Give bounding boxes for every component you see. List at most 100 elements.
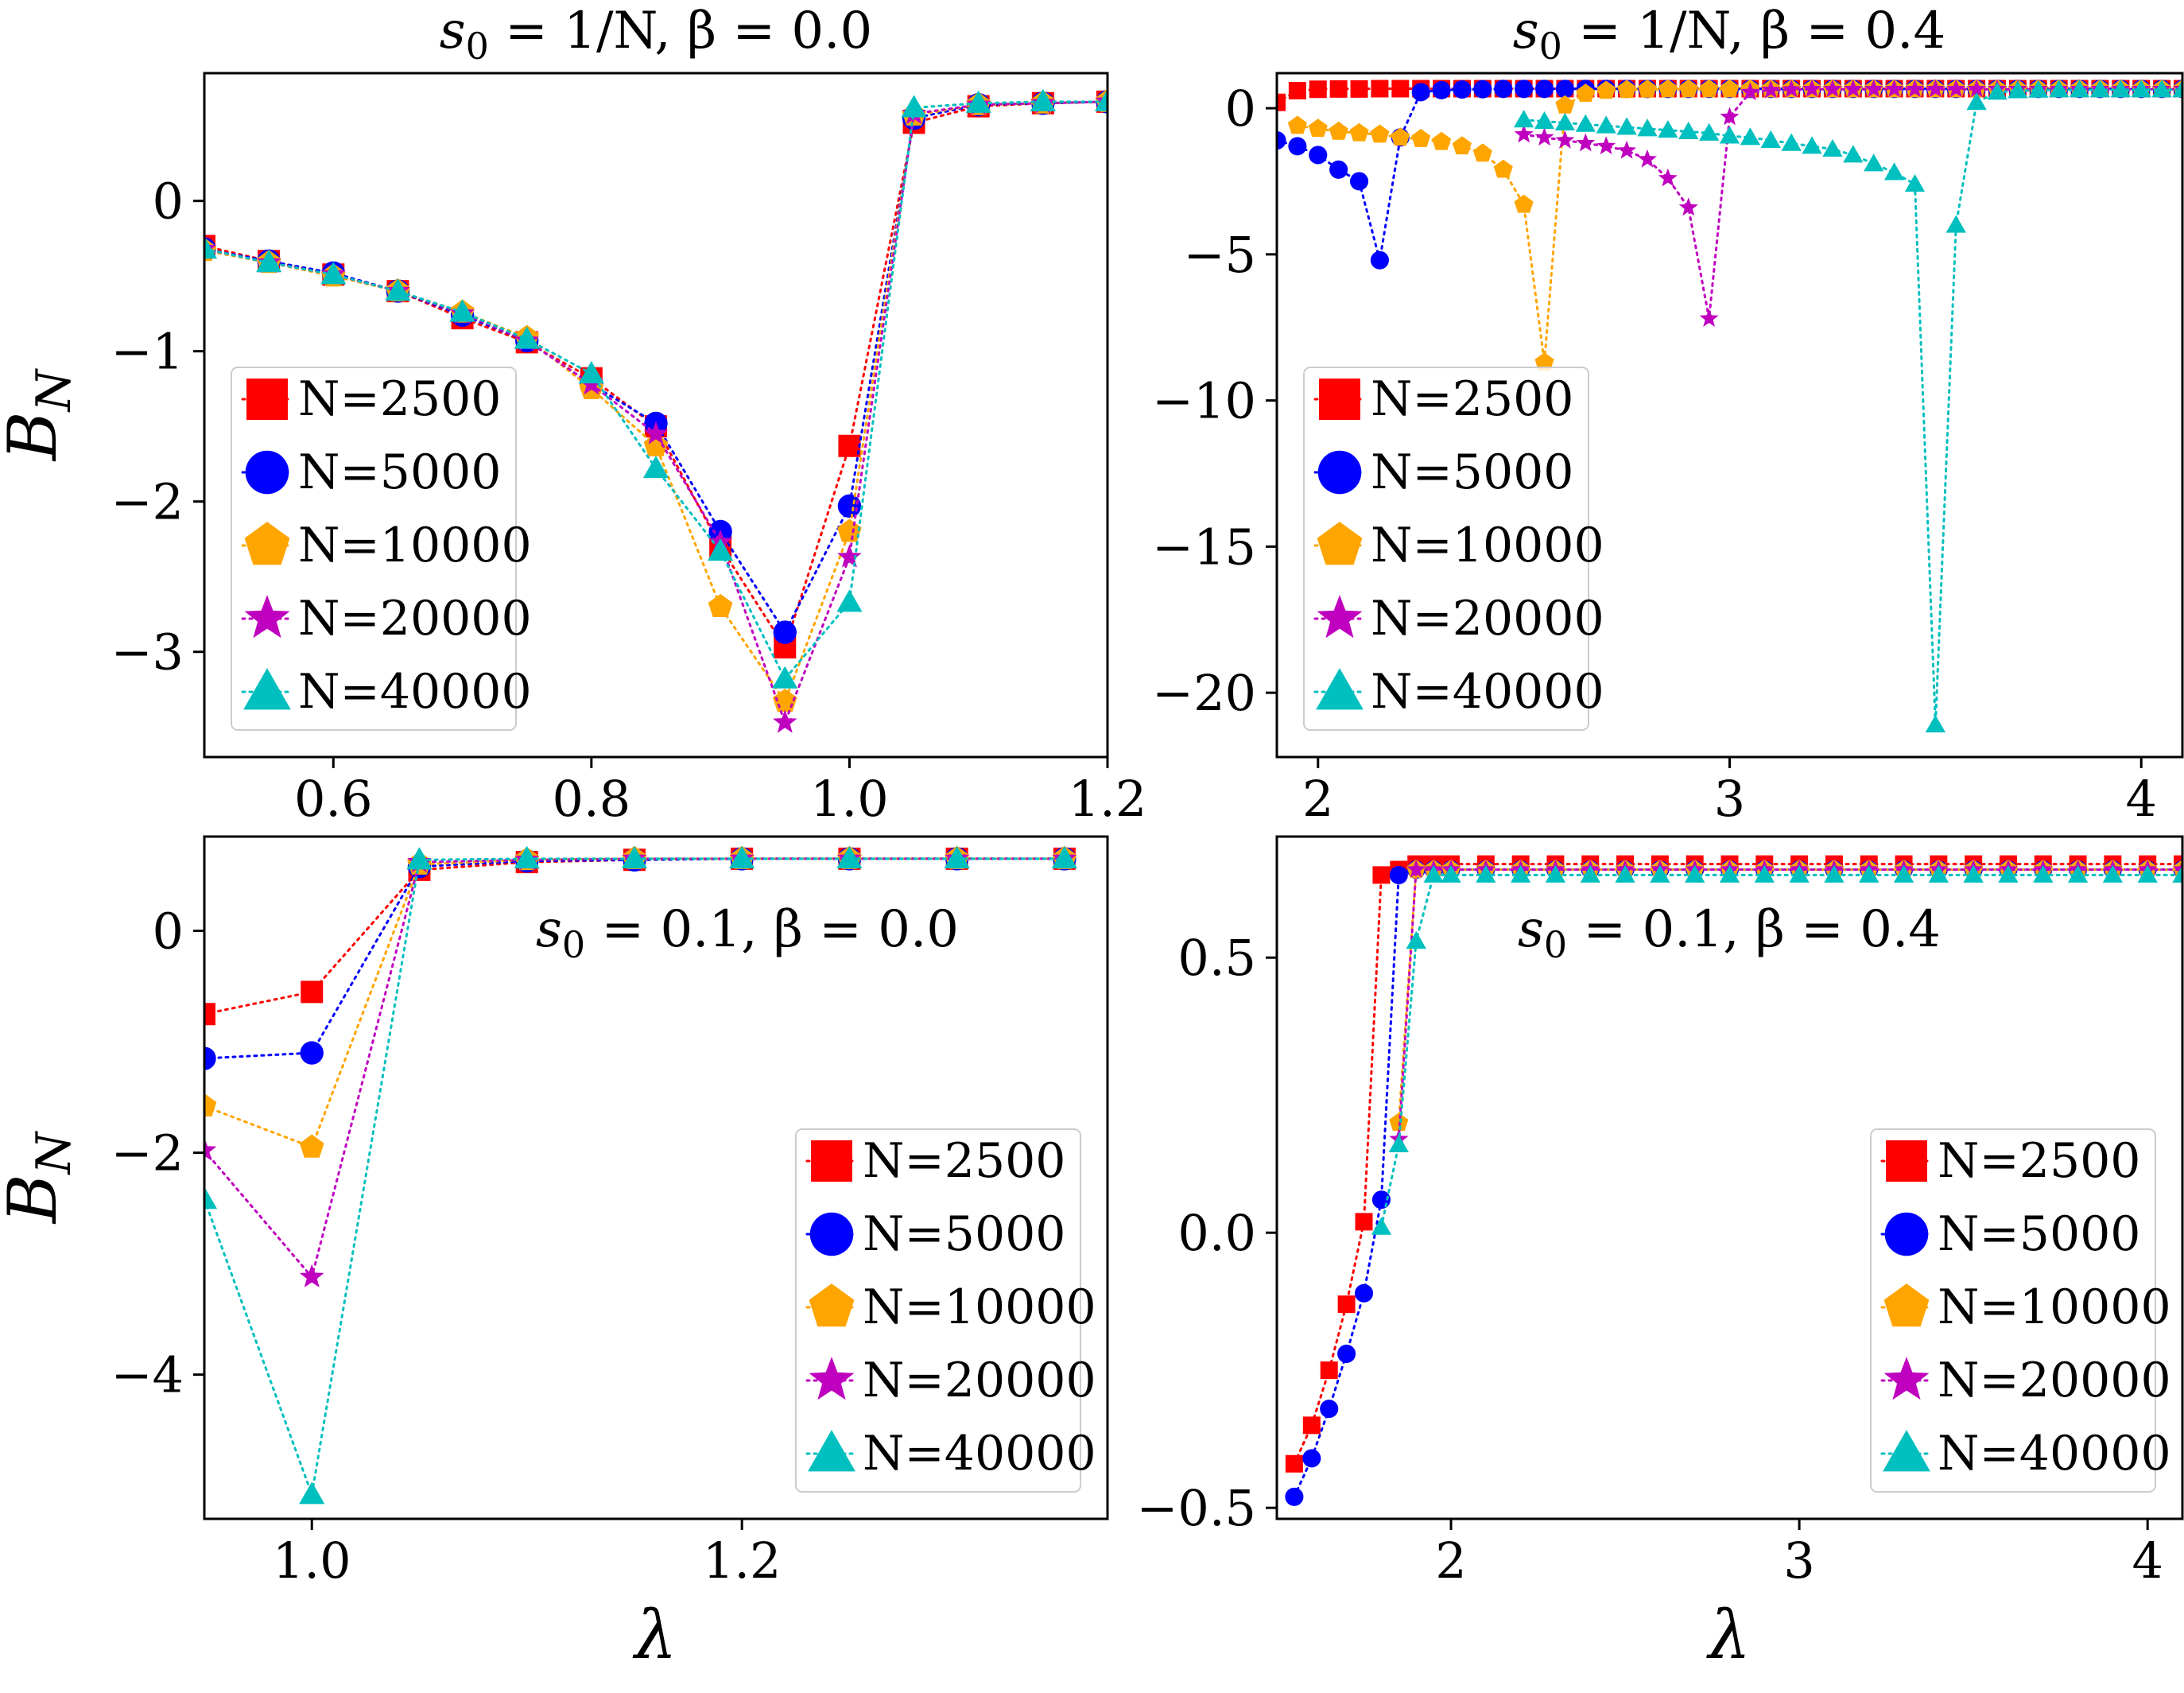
data-point <box>1905 79 1925 98</box>
data-point <box>1030 88 1056 111</box>
data-point <box>1337 1344 1356 1363</box>
x-tick-label: 2 <box>1435 1532 1466 1590</box>
data-point <box>965 90 991 113</box>
legend-marker <box>1317 595 1363 639</box>
x-tick-label: 1.2 <box>703 1532 782 1590</box>
data-point <box>1698 122 1720 141</box>
data-point <box>772 666 798 689</box>
y-tick-label: 0 <box>1225 80 1256 138</box>
data-point <box>1329 160 1348 179</box>
data-point <box>642 455 669 479</box>
series-line-N-40000 <box>1379 873 2182 1229</box>
y-tick-label: −0.5 <box>1136 1479 1256 1537</box>
y-tick-label: −3 <box>111 623 184 681</box>
data-point <box>1650 864 1670 883</box>
legend-marker <box>1883 1430 1930 1472</box>
legend: N=2500 N=5000 N=10000 N=20000 N=40000 <box>795 1128 1096 1493</box>
legend-marker <box>1317 522 1363 565</box>
data-point <box>299 1264 324 1287</box>
series-line-N-20000 <box>1523 87 2182 319</box>
legend-label: N=5000 <box>1938 1206 2140 1262</box>
data-point <box>838 434 861 457</box>
data-point <box>1761 80 1781 99</box>
data-point <box>1513 110 1534 128</box>
data-point <box>1616 117 1637 135</box>
data-point <box>1637 149 1657 168</box>
axes-frame <box>203 72 1109 759</box>
legend-marker <box>809 1357 855 1400</box>
y-tick-label: −15 <box>1152 518 1256 576</box>
data-point <box>1287 115 1307 134</box>
data-point <box>1288 137 1307 156</box>
svg-text:BN: BN <box>0 367 82 462</box>
data-point <box>1928 864 1949 883</box>
data-point <box>1515 80 1534 99</box>
data-point <box>1596 136 1616 155</box>
data-point <box>1494 80 1513 99</box>
data-point <box>1719 864 1740 883</box>
data-point <box>1926 79 1945 98</box>
data-point <box>1545 864 1566 883</box>
panel-title: s0 = 0.1, β = 0.0 <box>536 900 959 966</box>
legend-label: N=40000 <box>1371 664 1604 720</box>
data-point <box>449 299 475 322</box>
data-point <box>1576 83 1596 102</box>
data-point <box>1355 1213 1373 1231</box>
data-point <box>1370 124 1390 143</box>
data-point <box>1094 88 1108 111</box>
y-tick-label: 0 <box>153 903 184 961</box>
data-point <box>406 847 433 870</box>
plot-area <box>204 845 1078 1505</box>
data-point <box>1389 865 1408 884</box>
data-point <box>1617 80 1637 99</box>
data-point <box>1554 112 1576 130</box>
data-point <box>2172 80 2182 98</box>
data-point <box>1576 133 1596 152</box>
legend-label: N=10000 <box>1371 518 1604 573</box>
data-point <box>1452 136 1472 155</box>
legend-label: N=20000 <box>863 1353 1096 1408</box>
data-point <box>1514 194 1534 213</box>
data-point <box>1617 140 1637 159</box>
panel-bottom-left: 1.0 1.2 0 −2 −4 s0 = 0.1, β = 0.0 BN λ N=2500 N=5… <box>0 835 1109 1674</box>
legend-marker <box>809 1283 855 1327</box>
data-point <box>1925 714 1946 733</box>
y-tick-label: −1 <box>111 323 184 381</box>
data-point <box>301 980 324 1004</box>
data-point <box>1389 1112 1409 1131</box>
data-point <box>1699 79 1719 98</box>
data-point <box>901 95 927 118</box>
y-tick-label: −2 <box>111 473 184 531</box>
x-tick-label: 0.8 <box>553 770 631 828</box>
data-point <box>1781 133 1802 151</box>
data-point <box>1534 111 1555 130</box>
data-point <box>1320 1361 1338 1380</box>
data-point <box>1637 118 1658 137</box>
data-point <box>2172 864 2182 883</box>
y-tick-label: −4 <box>111 1346 184 1404</box>
legend-marker <box>1884 1212 1929 1256</box>
data-point <box>1802 79 1822 98</box>
data-point <box>1720 79 1740 98</box>
legend-label: N=5000 <box>298 445 501 500</box>
legend: N=2500 N=5000 N=10000 N=20000 N=40000 <box>1870 1128 2171 1493</box>
data-point <box>1782 79 1802 98</box>
data-point <box>836 589 863 612</box>
panel-title: s0 = 1/N, β = 0.4 <box>1513 2 1945 68</box>
data-point <box>578 360 604 384</box>
data-point <box>1802 136 1822 154</box>
legend: N=2500 N=5000 N=10000 N=20000 N=40000 <box>231 367 532 731</box>
x-tick-label: 4 <box>2132 1532 2163 1590</box>
legend-box <box>1870 1128 2156 1493</box>
data-point <box>1493 159 1513 178</box>
data-point <box>2069 80 2090 98</box>
data-point <box>1371 1217 1392 1235</box>
data-point <box>1441 864 1461 883</box>
data-point <box>1309 80 1327 99</box>
data-point <box>2151 80 2172 98</box>
data-point <box>1822 138 1843 157</box>
data-point <box>1822 79 1842 98</box>
data-point <box>1754 864 1775 883</box>
legend-label: N=20000 <box>1371 591 1604 647</box>
